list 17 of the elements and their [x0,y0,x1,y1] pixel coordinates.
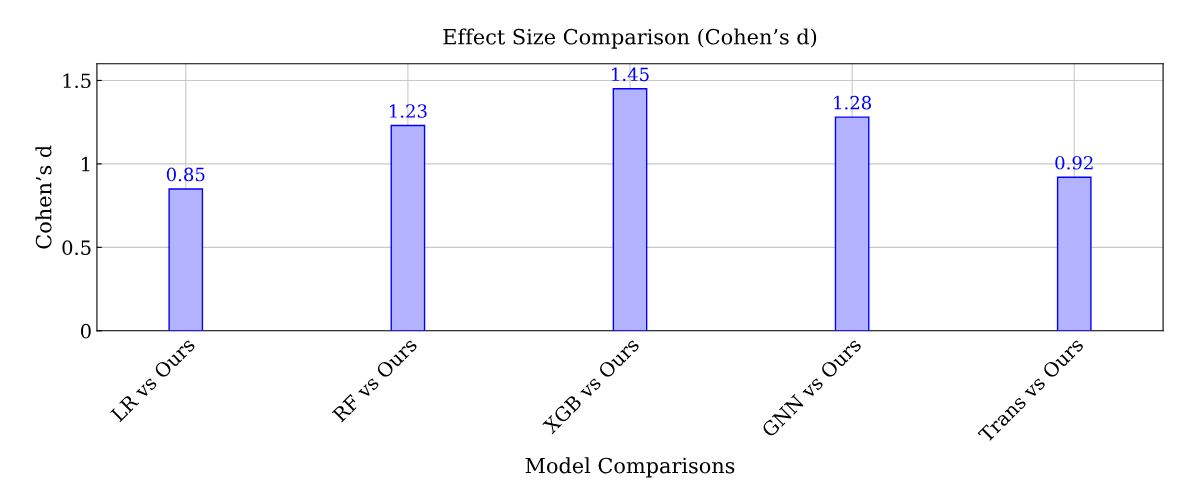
y-axis-title: Cohen’s d [35,145,52,249]
data-label: 1.45 [612,67,649,82]
data-label: 0.85 [166,167,205,182]
bar [1056,176,1092,331]
x-axis-title: Model Comparisons [525,457,735,478]
y-tick-label: 0.5 [62,240,91,256]
y-tick-label: 1 [82,156,90,172]
bar [612,88,648,331]
y-tick-label: 0 [80,323,91,339]
data-label: 1.28 [834,95,872,110]
bar [834,116,870,331]
bar [390,124,426,331]
chart-title: Effect Size Comparison (Cohen’s d) [443,28,817,49]
data-label: 0.92 [1055,155,1093,170]
y-tick-label: 1.5 [63,73,91,89]
bar [168,188,204,331]
data-label: 1.23 [389,104,427,118]
